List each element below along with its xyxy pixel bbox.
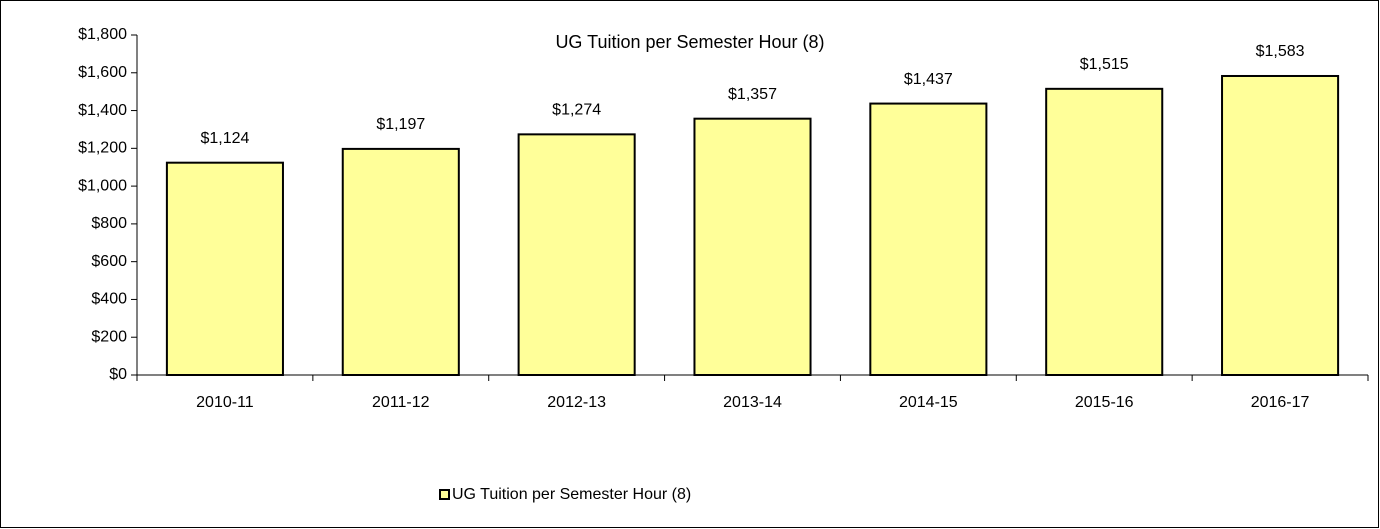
chart-title: UG Tuition per Semester Hour (8)	[555, 32, 824, 52]
y-tick-label: $1,000	[78, 177, 127, 194]
data-label: $1,437	[904, 71, 953, 88]
legend-swatch	[439, 489, 450, 500]
y-tick-label: $1,600	[78, 64, 127, 81]
data-label: $1,583	[1256, 43, 1305, 60]
data-label: $1,515	[1080, 56, 1129, 73]
data-label: $1,124	[200, 130, 249, 147]
x-tick-label: 2010-11	[196, 394, 254, 411]
x-tick-label: 2015-16	[1075, 394, 1134, 411]
y-tick-label: $1,800	[78, 26, 127, 43]
y-tick-label: $200	[91, 328, 127, 345]
bar	[869, 102, 988, 376]
y-tick-label: $400	[91, 291, 127, 308]
y-tick-label: $1,200	[78, 140, 127, 157]
legend-label: UG Tuition per Semester Hour (8)	[452, 486, 691, 503]
data-label: $1,357	[728, 86, 777, 103]
bar	[165, 161, 284, 376]
y-tick-label: $600	[91, 253, 127, 270]
data-label: $1,274	[552, 102, 601, 119]
y-tick-label: $0	[109, 366, 127, 383]
bar	[693, 117, 812, 377]
x-tick-label: 2014-15	[899, 394, 958, 411]
data-label: $1,197	[376, 116, 425, 133]
bar	[341, 147, 460, 376]
y-tick-label: $800	[91, 215, 127, 232]
x-tick-label: 2011-12	[372, 394, 430, 411]
x-tick-label: 2013-14	[723, 394, 782, 411]
bar	[1221, 74, 1340, 376]
x-tick-label: 2012-13	[547, 394, 606, 411]
bar	[1045, 87, 1164, 376]
y-tick-label: $1,400	[78, 102, 127, 119]
x-tick-label: 2016-17	[1251, 394, 1310, 411]
bar	[517, 133, 636, 376]
